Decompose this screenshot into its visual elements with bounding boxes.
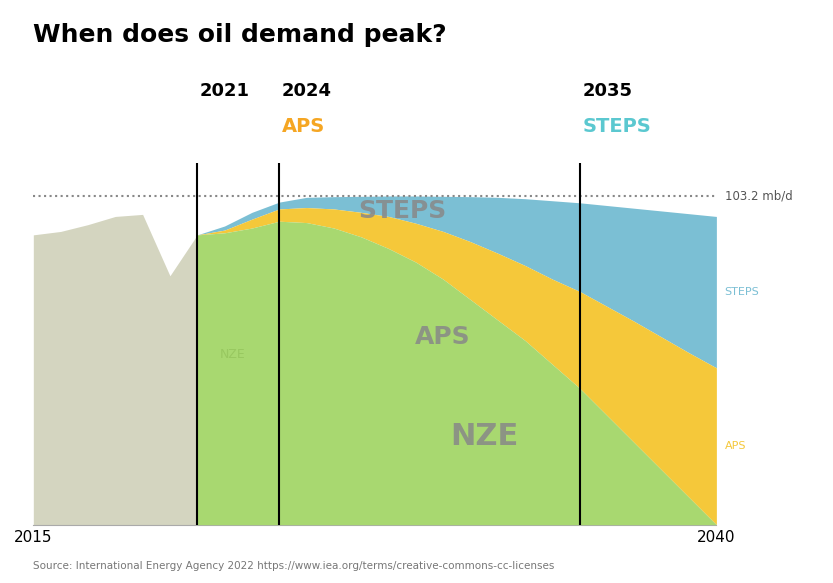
Text: APS: APS <box>282 117 325 136</box>
Text: APS: APS <box>416 325 471 349</box>
Text: 2021: 2021 <box>200 82 250 100</box>
Text: 2035: 2035 <box>582 82 632 100</box>
Text: NZE: NZE <box>220 347 246 361</box>
Text: When does oil demand peak?: When does oil demand peak? <box>33 23 447 47</box>
Text: 103.2 mb/d: 103.2 mb/d <box>725 189 792 202</box>
Text: APS: APS <box>725 441 746 451</box>
Text: NZE: NZE <box>450 422 518 451</box>
Text: Source: International Energy Agency 2022 https://www.iea.org/terms/creative-comm: Source: International Energy Agency 2022… <box>33 561 555 571</box>
Text: STEPS: STEPS <box>725 287 760 297</box>
Text: 2024: 2024 <box>282 82 332 100</box>
Text: STEPS: STEPS <box>358 199 446 223</box>
Text: STEPS: STEPS <box>582 117 651 136</box>
